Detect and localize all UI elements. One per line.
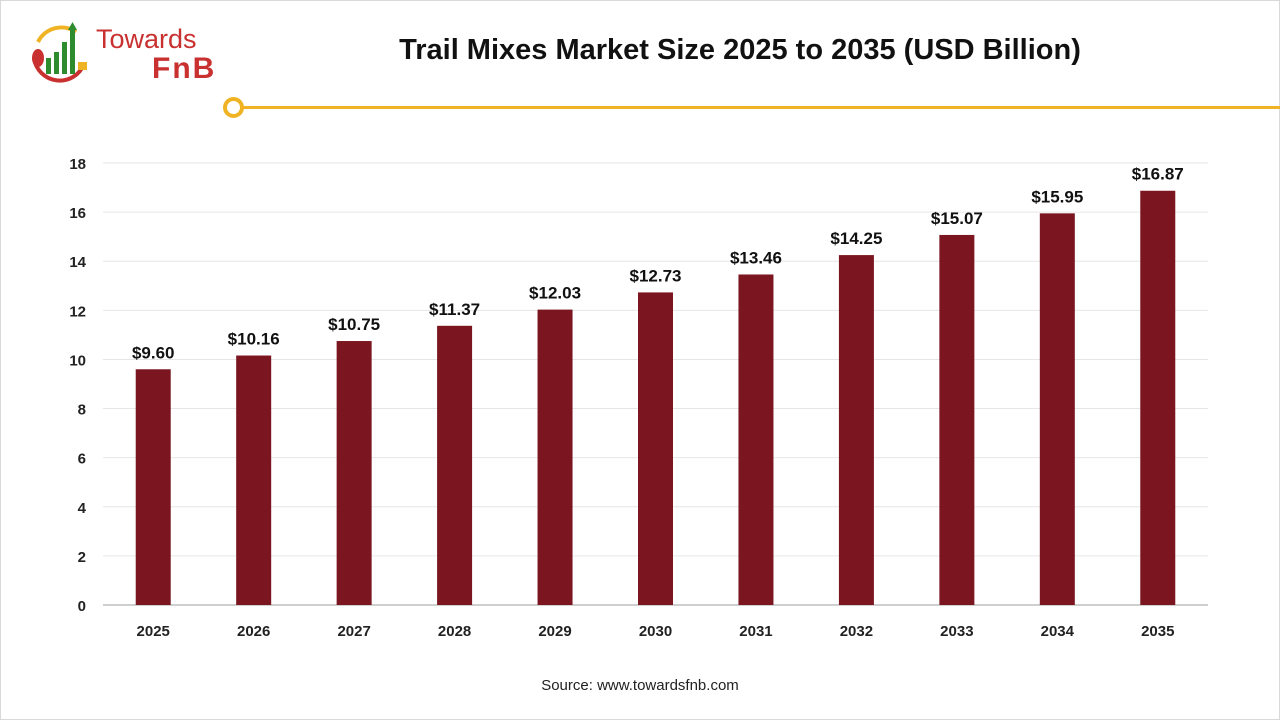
logo-text-fnb: FnB [152,52,217,85]
x-tick-label: 2035 [1141,623,1174,640]
bar [738,274,774,605]
x-tick-label: 2026 [237,623,270,640]
title-rule [242,106,1280,109]
data-label: $10.16 [228,330,280,349]
x-tick-label: 2027 [337,623,370,640]
y-tick-label: 8 [78,402,86,419]
x-tick-label: 2033 [940,623,973,640]
bar [336,341,372,605]
data-label: $13.46 [730,248,782,267]
logo: Towards FnB [26,18,216,88]
data-label: $11.37 [429,300,480,319]
data-label: $9.60 [132,343,175,362]
y-tick-label: 6 [78,451,86,468]
bar [437,325,473,605]
bar [135,369,171,605]
y-tick-label: 16 [69,205,86,222]
bar [838,255,874,606]
y-tick-label: 12 [69,303,86,320]
y-tick-label: 10 [69,352,86,369]
y-tick-label: 2 [78,549,86,566]
logo-text-towards: Towards [96,24,197,54]
source-text: Source: www.towardsfnb.com [541,677,739,694]
y-tick-label: 18 [69,156,86,173]
bar [638,292,673,605]
chart-title: Trail Mixes Market Size 2025 to 2035 (US… [399,34,1081,66]
data-label: $12.73 [630,266,682,285]
data-label: $16.87 [1132,165,1184,184]
x-tick-label: 2028 [438,623,471,640]
bar [236,355,272,605]
x-tick-label: 2031 [739,623,772,640]
data-label: $15.07 [931,209,983,228]
x-tick-label: 2029 [538,623,571,640]
x-tick-label: 2030 [639,623,672,640]
logo-icon [32,22,87,83]
data-label: $14.25 [830,229,882,248]
bar [537,309,573,605]
x-tick-label: 2032 [840,623,873,640]
bar [1140,190,1176,605]
data-label: $10.75 [328,315,380,334]
y-tick-label: 4 [78,500,87,517]
x-tick-label: 2034 [1041,623,1075,640]
y-tick-label: 0 [78,598,86,615]
y-tick-label: 14 [69,254,86,271]
data-label: $12.03 [529,284,581,303]
bar [1039,213,1075,606]
data-label: $15.95 [1031,187,1083,206]
x-tick-label: 2025 [137,623,170,640]
bar [939,234,975,605]
